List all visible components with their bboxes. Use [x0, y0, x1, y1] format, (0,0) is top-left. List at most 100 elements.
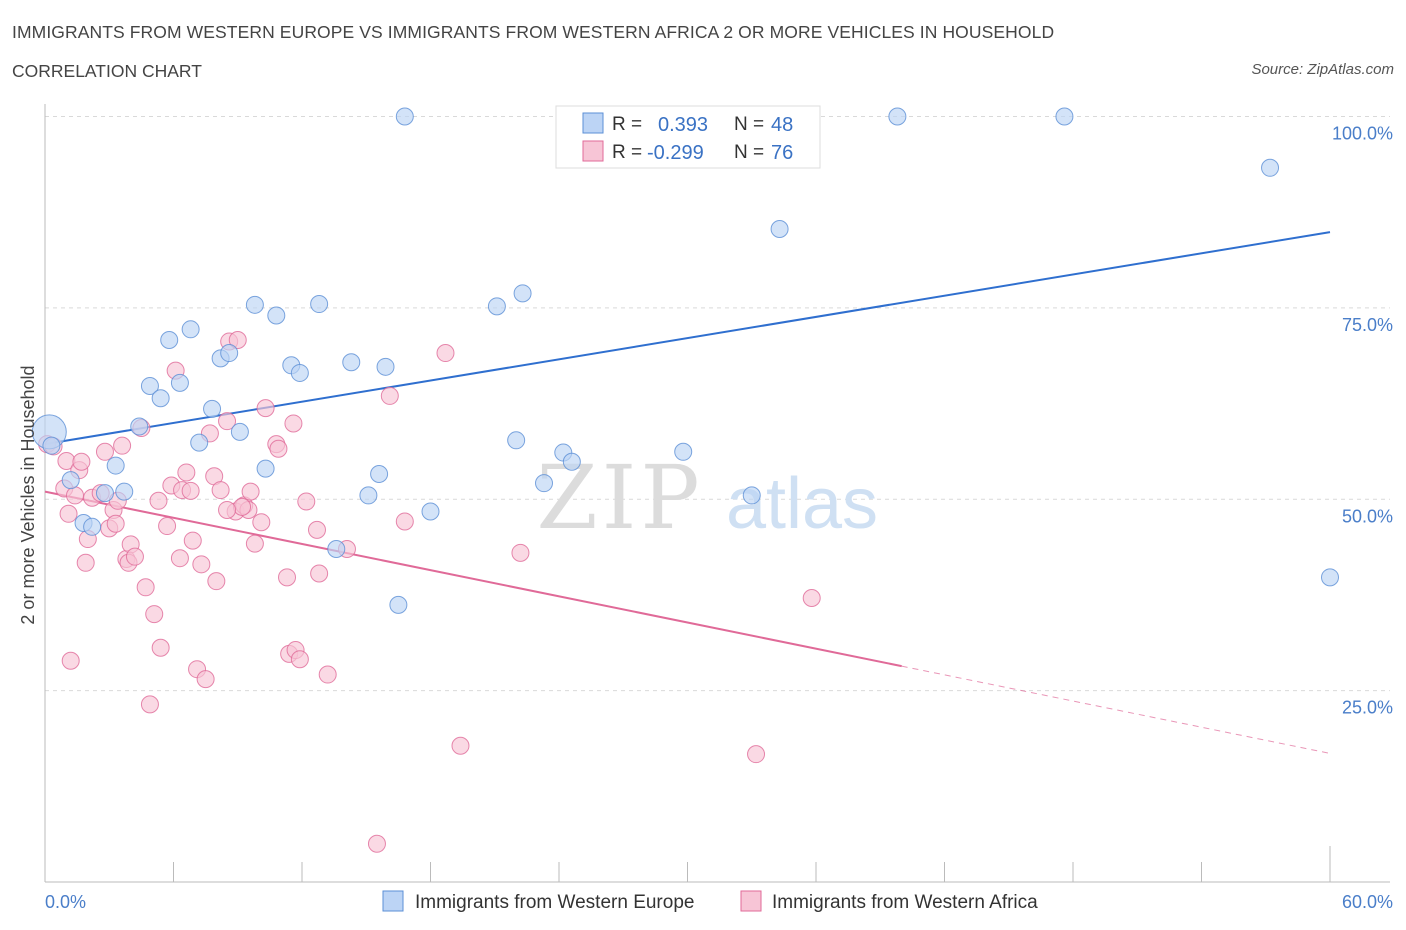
- point-western-europe: [230, 422, 249, 441]
- point-western-europe: [106, 456, 125, 475]
- x-tick-label: 0.0%: [45, 892, 86, 912]
- point-western-europe: [535, 474, 554, 493]
- point-western-africa: [310, 564, 329, 583]
- point-western-africa: [290, 650, 309, 669]
- point-western-europe: [83, 517, 102, 536]
- point-western-africa: [218, 412, 237, 431]
- point-western-europe: [327, 540, 346, 559]
- point-western-europe: [290, 363, 309, 382]
- point-western-europe: [160, 331, 179, 350]
- point-western-europe: [513, 284, 532, 303]
- point-western-africa: [151, 638, 170, 657]
- y-tick-labels: 100.0% 75.0% 50.0% 25.0%: [1332, 124, 1393, 718]
- y-tick-label: 75.0%: [1342, 315, 1393, 335]
- point-western-africa: [436, 344, 455, 363]
- point-western-europe: [507, 431, 526, 450]
- point-western-africa: [181, 481, 200, 500]
- point-western-africa: [61, 651, 80, 670]
- point-western-europe: [220, 344, 239, 363]
- point-western-africa: [95, 442, 114, 461]
- point-western-africa: [106, 514, 125, 533]
- point-western-europe: [267, 306, 286, 325]
- point-western-europe: [151, 389, 170, 408]
- point-western-africa: [252, 513, 271, 532]
- point-western-europe: [389, 595, 408, 614]
- point-western-africa: [395, 512, 414, 531]
- point-western-africa: [511, 543, 530, 562]
- point-western-africa: [218, 500, 237, 519]
- point-western-africa: [307, 520, 326, 539]
- point-western-europe: [95, 484, 114, 503]
- point-western-africa: [72, 452, 91, 471]
- chart-title: IMMIGRANTS FROM WESTERN EUROPE VS IMMIGR…: [12, 22, 1055, 42]
- point-western-europe: [742, 486, 761, 505]
- series-legend: Immigrants from Western Europe Immigrant…: [382, 890, 1038, 913]
- point-western-africa: [149, 491, 168, 510]
- legend-r-value-2: -0.299: [647, 142, 704, 164]
- correlation-legend: R = 0.393 N = 48 R = -0.299 N = 76: [555, 105, 821, 169]
- point-western-africa: [136, 578, 155, 597]
- point-western-africa: [233, 497, 252, 516]
- watermark: ZIP atlas: [536, 446, 878, 549]
- point-western-europe: [888, 107, 907, 126]
- y-tick-label: 100.0%: [1332, 124, 1393, 144]
- point-western-africa: [140, 695, 159, 714]
- y-tick-label: 50.0%: [1342, 506, 1393, 526]
- legend-n-value-2: 76: [771, 142, 793, 164]
- legend-n-label-1: N =: [734, 114, 764, 135]
- point-western-europe: [256, 459, 275, 478]
- point-western-africa: [228, 331, 247, 350]
- point-western-europe: [181, 320, 200, 339]
- y-tick-label: 25.0%: [1342, 698, 1393, 718]
- watermark-atlas: atlas: [726, 464, 878, 544]
- point-western-africa: [451, 736, 470, 755]
- point-western-africa: [380, 386, 399, 405]
- watermark-zip: ZIP: [536, 446, 703, 549]
- series-legend-swatch-blue: [382, 890, 404, 912]
- legend-r-label-1: R =: [612, 114, 642, 135]
- point-western-europe: [42, 436, 61, 455]
- point-western-africa: [802, 588, 821, 607]
- x-tick-label: 60.0%: [1342, 892, 1393, 912]
- point-western-europe: [130, 417, 149, 436]
- point-western-europe: [359, 486, 378, 505]
- point-western-africa: [59, 504, 78, 523]
- point-western-africa: [145, 605, 164, 624]
- chart-subtitle: CORRELATION CHART: [12, 61, 202, 81]
- point-western-africa: [177, 463, 196, 482]
- series-legend-swatch-pink: [740, 890, 762, 912]
- point-western-europe: [342, 353, 361, 372]
- legend-swatch-pink: [582, 140, 604, 162]
- point-western-africa: [207, 572, 226, 591]
- point-western-europe: [115, 482, 134, 501]
- gridlines: [45, 116, 1390, 692]
- point-western-europe: [203, 399, 222, 418]
- point-western-europe: [770, 220, 789, 239]
- point-western-africa: [183, 531, 202, 550]
- point-western-africa: [256, 399, 275, 418]
- legend-n-label-2: N =: [734, 142, 764, 163]
- legend-r-value-1: 0.393: [658, 114, 708, 136]
- point-western-africa: [113, 436, 132, 455]
- point-western-africa: [76, 553, 95, 572]
- point-western-africa: [269, 439, 288, 458]
- y-axis-label: 2 or more Vehicles in Household: [18, 365, 38, 624]
- point-western-europe: [1055, 107, 1074, 126]
- data-points: [31, 107, 1339, 853]
- point-western-africa: [196, 670, 215, 689]
- point-western-europe: [170, 373, 189, 392]
- point-western-africa: [65, 486, 84, 505]
- point-western-africa: [170, 549, 189, 568]
- point-western-africa: [297, 492, 316, 511]
- x-tick-labels: 0.0% 60.0%: [45, 892, 1393, 912]
- point-western-europe: [421, 502, 440, 521]
- point-western-africa: [125, 547, 144, 566]
- point-western-europe: [376, 357, 395, 376]
- trend-line-western-africa: [44, 490, 902, 668]
- trend-line-western-africa-extension: [901, 665, 1331, 754]
- point-western-africa: [318, 665, 337, 684]
- legend-swatch-blue: [582, 112, 604, 134]
- point-western-africa: [192, 555, 211, 574]
- point-western-africa: [747, 745, 766, 764]
